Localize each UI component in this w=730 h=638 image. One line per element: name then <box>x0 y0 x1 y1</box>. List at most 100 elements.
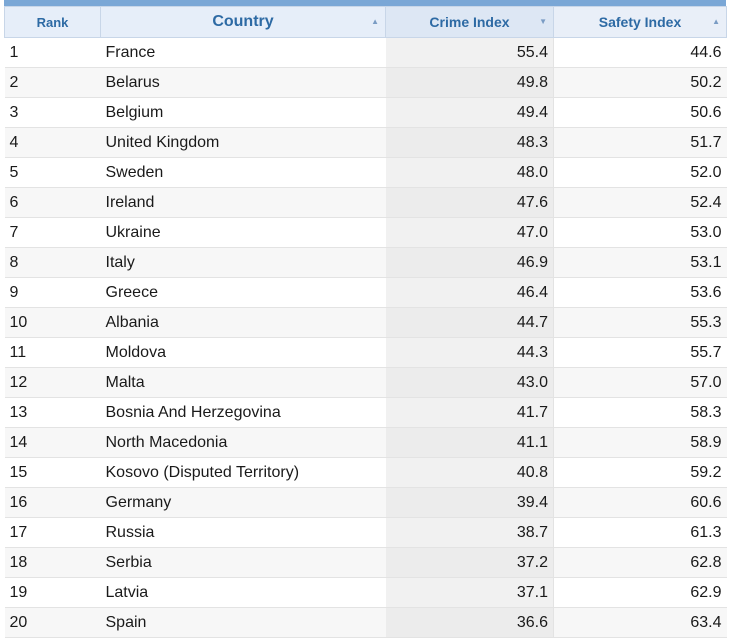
rank-cell: 13 <box>4 397 101 428</box>
country-cell[interactable]: Russia <box>100 517 386 548</box>
crime-index-cell: 44.7 <box>385 307 554 338</box>
country-cell[interactable]: Bosnia And Herzegovina <box>100 397 386 428</box>
safety-index-cell: 62.8 <box>553 547 727 578</box>
country-cell[interactable]: France <box>100 37 386 68</box>
sort-ascending-icon: ▲ <box>371 17 379 26</box>
safety-index-cell: 53.6 <box>553 277 727 308</box>
crime-index-cell: 40.8 <box>385 457 554 488</box>
table-row: 7 Ukraine 47.0 53.0 <box>4 217 727 248</box>
crime-index-cell: 44.3 <box>385 337 554 368</box>
safety-index-header-label: Safety Index <box>598 14 682 30</box>
country-cell[interactable]: Italy <box>100 247 386 278</box>
table-row: 16 Germany 39.4 60.6 <box>4 487 727 518</box>
table-row: 3 Belgium 49.4 50.6 <box>4 97 727 128</box>
country-cell[interactable]: Germany <box>100 487 386 518</box>
table-header-row: Rank Country ▲ Crime Index ▼ Safety Inde… <box>4 6 727 38</box>
table-row: 15 Kosovo (Disputed Territory) 40.8 59.2 <box>4 457 727 488</box>
crime-index-cell: 41.1 <box>385 427 554 458</box>
crime-index-cell: 49.4 <box>385 97 554 128</box>
rank-cell: 1 <box>4 37 101 68</box>
rank-cell: 3 <box>4 97 101 128</box>
safety-index-cell: 51.7 <box>553 127 727 158</box>
table-row: 13 Bosnia And Herzegovina 41.7 58.3 <box>4 397 727 428</box>
safety-index-column-header[interactable]: Safety Index ▲ <box>553 6 727 38</box>
safety-index-cell: 44.6 <box>553 37 727 68</box>
rank-cell: 5 <box>4 157 101 188</box>
table-row: 18 Serbia 37.2 62.8 <box>4 547 727 578</box>
rank-cell: 10 <box>4 307 101 338</box>
country-cell[interactable]: Kosovo (Disputed Territory) <box>100 457 386 488</box>
table-row: 5 Sweden 48.0 52.0 <box>4 157 727 188</box>
table-row: 19 Latvia 37.1 62.9 <box>4 577 727 608</box>
safety-index-cell: 53.0 <box>553 217 727 248</box>
crime-index-cell: 38.7 <box>385 517 554 548</box>
crime-index-cell: 47.6 <box>385 187 554 218</box>
table-row: 8 Italy 46.9 53.1 <box>4 247 727 278</box>
rank-header-label: Rank <box>36 14 69 30</box>
country-cell[interactable]: Latvia <box>100 577 386 608</box>
crime-index-cell: 49.8 <box>385 67 554 98</box>
safety-index-cell: 55.3 <box>553 307 727 338</box>
crime-index-cell: 55.4 <box>385 37 554 68</box>
safety-index-cell: 60.6 <box>553 487 727 518</box>
crime-index-cell: 36.6 <box>385 607 554 638</box>
country-cell[interactable]: Ireland <box>100 187 386 218</box>
rank-cell: 7 <box>4 217 101 248</box>
rank-cell: 9 <box>4 277 101 308</box>
country-cell[interactable]: Belgium <box>100 97 386 128</box>
safety-index-cell: 52.0 <box>553 157 727 188</box>
crime-index-table: Rank Country ▲ Crime Index ▼ Safety Inde… <box>4 6 727 638</box>
safety-index-cell: 57.0 <box>553 367 727 398</box>
safety-index-cell: 62.9 <box>553 577 727 608</box>
table-row: 17 Russia 38.7 61.3 <box>4 517 727 548</box>
rank-cell: 11 <box>4 337 101 368</box>
country-cell[interactable]: Malta <box>100 367 386 398</box>
table-row: 20 Spain 36.6 63.4 <box>4 607 727 638</box>
rank-cell: 4 <box>4 127 101 158</box>
country-cell[interactable]: Ukraine <box>100 217 386 248</box>
rank-cell: 14 <box>4 427 101 458</box>
country-header-label: Country <box>212 13 274 30</box>
safety-index-cell: 58.9 <box>553 427 727 458</box>
sort-descending-icon: ▼ <box>539 17 547 26</box>
rank-column-header[interactable]: Rank <box>4 6 101 38</box>
rank-cell: 2 <box>4 67 101 98</box>
crime-index-cell: 37.1 <box>385 577 554 608</box>
rank-cell: 15 <box>4 457 101 488</box>
country-cell[interactable]: Greece <box>100 277 386 308</box>
country-cell[interactable]: Sweden <box>100 157 386 188</box>
rank-cell: 19 <box>4 577 101 608</box>
safety-index-cell: 52.4 <box>553 187 727 218</box>
country-cell[interactable]: Moldova <box>100 337 386 368</box>
rank-cell: 12 <box>4 367 101 398</box>
rank-cell: 6 <box>4 187 101 218</box>
country-cell[interactable]: North Macedonia <box>100 427 386 458</box>
safety-index-cell: 53.1 <box>553 247 727 278</box>
table-row: 11 Moldova 44.3 55.7 <box>4 337 727 368</box>
table-row: 2 Belarus 49.8 50.2 <box>4 67 727 98</box>
table-row: 12 Malta 43.0 57.0 <box>4 367 727 398</box>
safety-index-cell: 61.3 <box>553 517 727 548</box>
country-cell[interactable]: Belarus <box>100 67 386 98</box>
crime-index-cell: 46.4 <box>385 277 554 308</box>
sort-ascending-icon: ▲ <box>712 17 720 26</box>
crime-index-cell: 48.0 <box>385 157 554 188</box>
country-cell[interactable]: Albania <box>100 307 386 338</box>
table-row: 6 Ireland 47.6 52.4 <box>4 187 727 218</box>
crime-index-cell: 41.7 <box>385 397 554 428</box>
country-cell[interactable]: United Kingdom <box>100 127 386 158</box>
table-row: 1 France 55.4 44.6 <box>4 37 727 68</box>
country-cell[interactable]: Spain <box>100 607 386 638</box>
safety-index-cell: 59.2 <box>553 457 727 488</box>
table-row: 14 North Macedonia 41.1 58.9 <box>4 427 727 458</box>
crime-index-column-header[interactable]: Crime Index ▼ <box>385 6 554 38</box>
country-column-header[interactable]: Country ▲ <box>100 6 386 38</box>
crime-index-cell: 43.0 <box>385 367 554 398</box>
crime-index-cell: 46.9 <box>385 247 554 278</box>
rank-cell: 16 <box>4 487 101 518</box>
country-cell[interactable]: Serbia <box>100 547 386 578</box>
rank-cell: 8 <box>4 247 101 278</box>
table-top-border <box>4 0 726 6</box>
crime-index-cell: 47.0 <box>385 217 554 248</box>
table-row: 4 United Kingdom 48.3 51.7 <box>4 127 727 158</box>
